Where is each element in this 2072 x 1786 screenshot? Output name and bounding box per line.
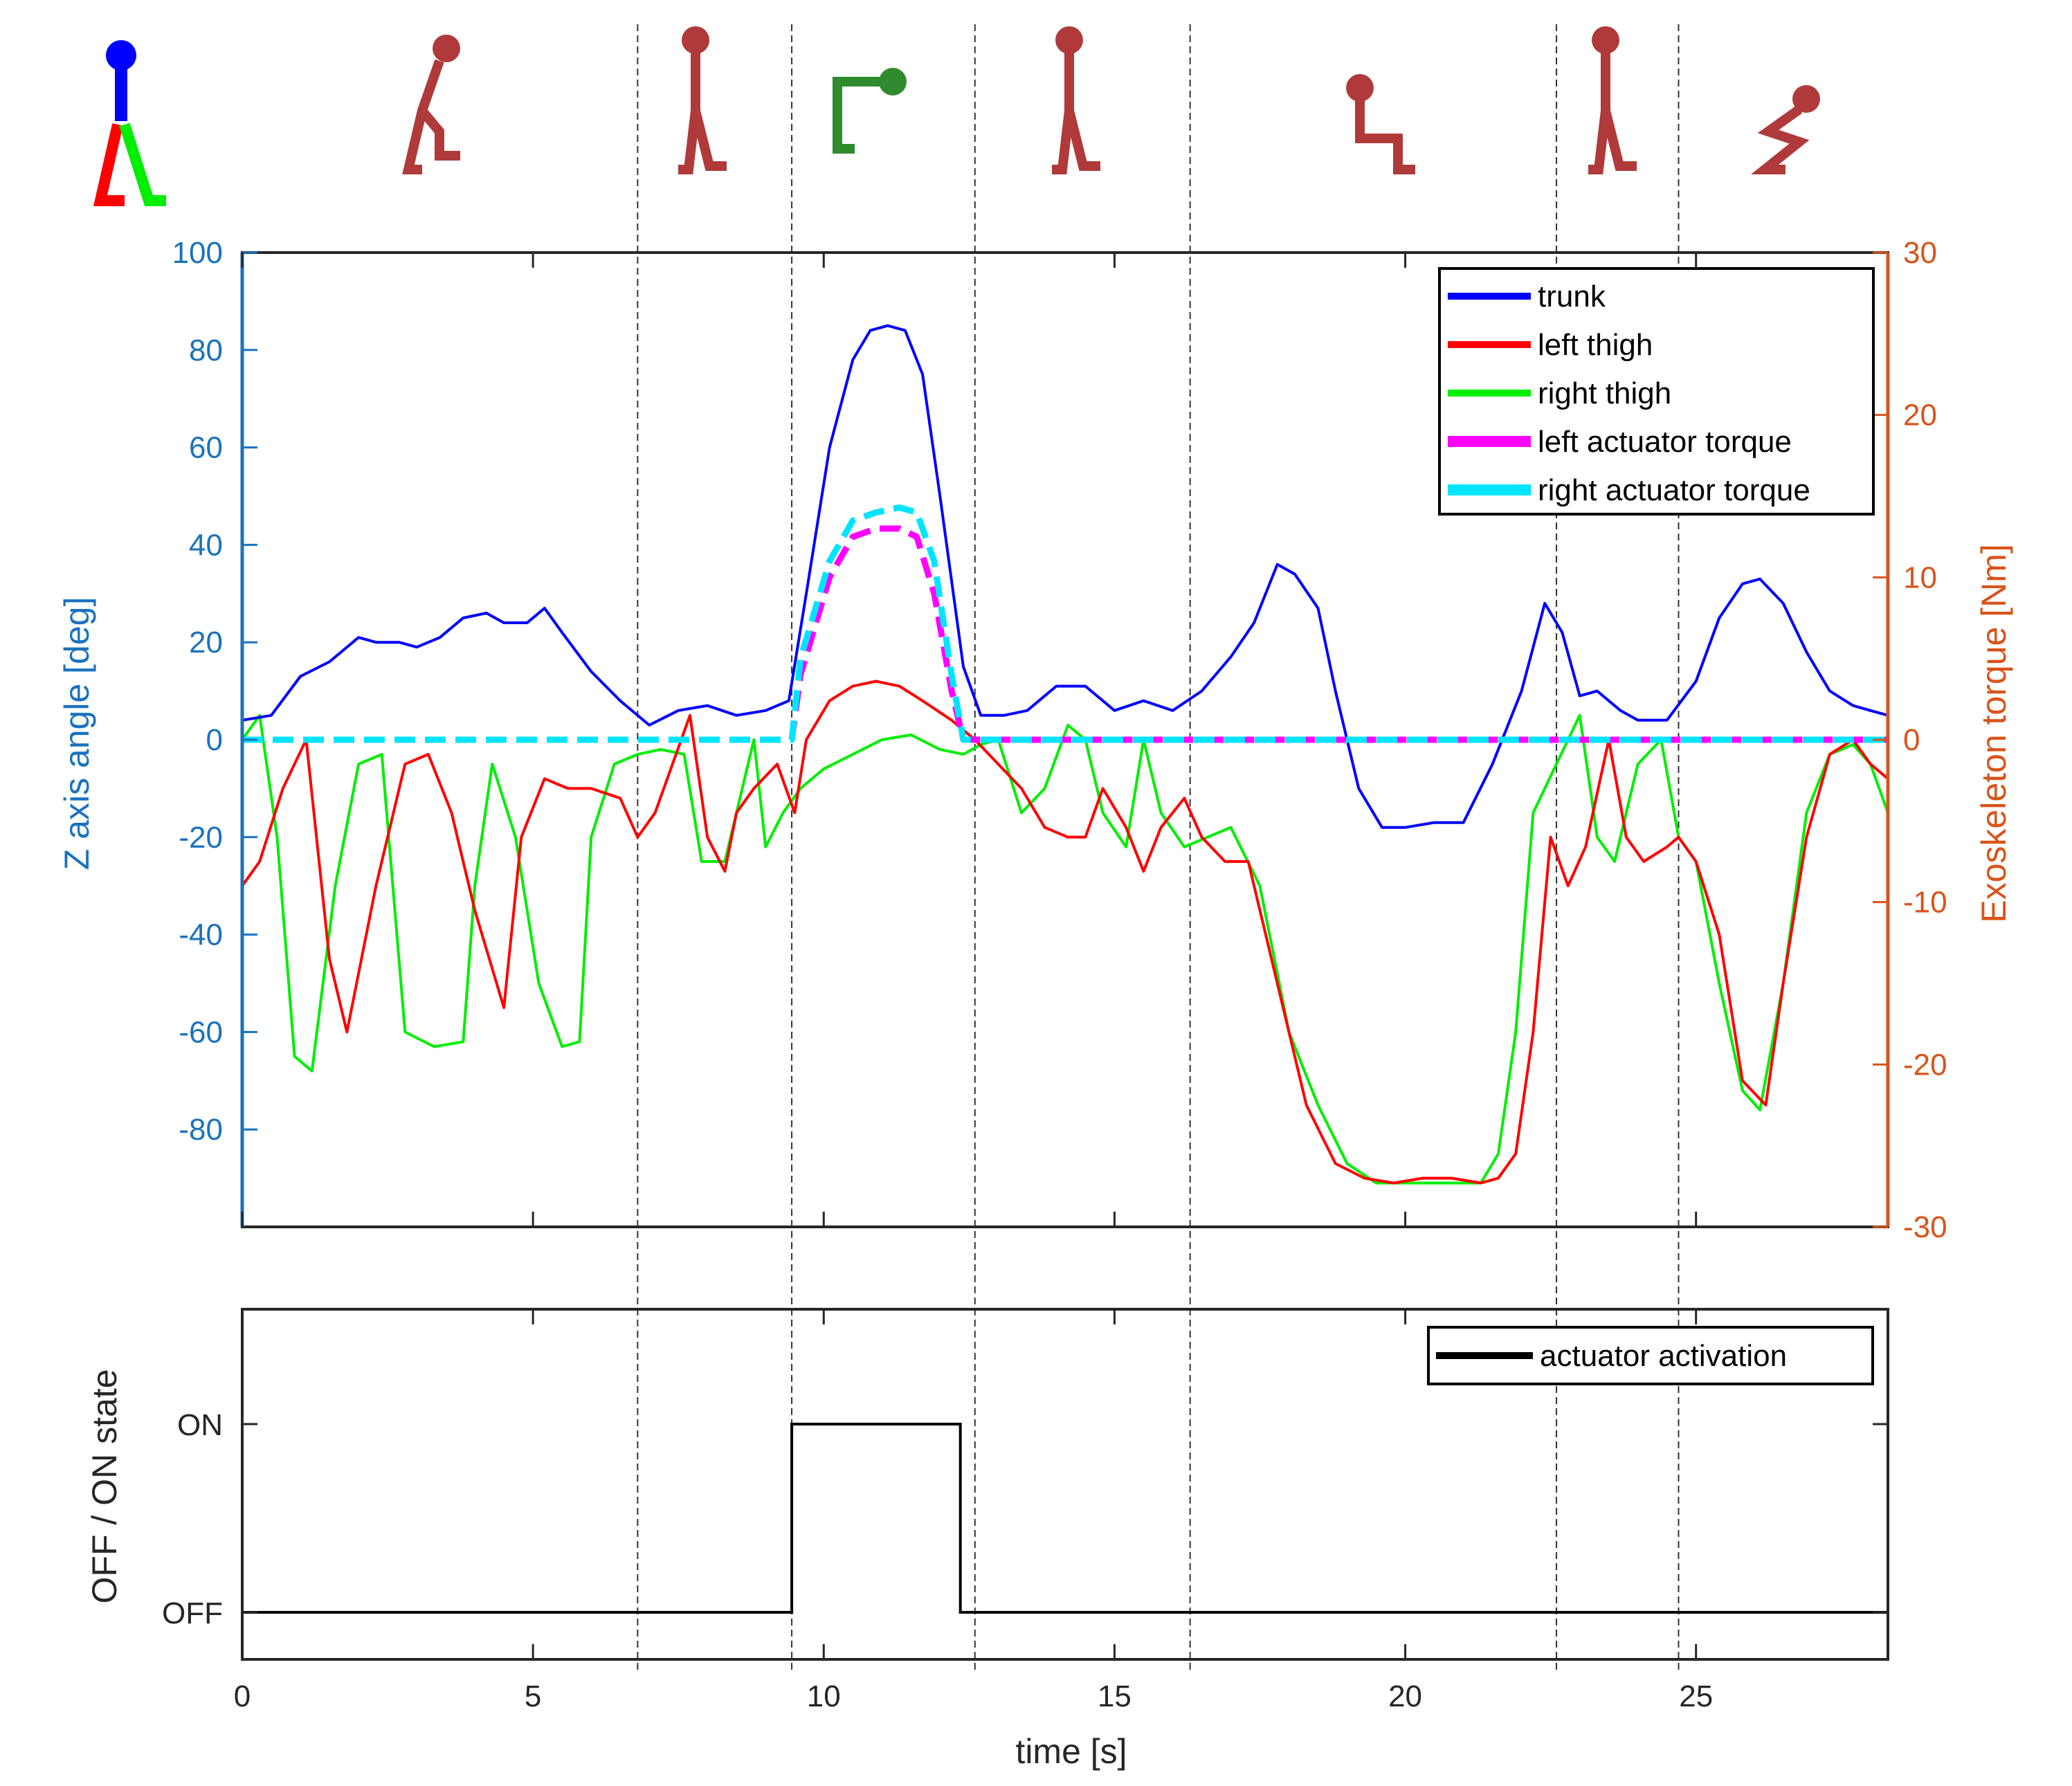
series-line-right-actuator-torque (242, 504, 1888, 743)
left-y-tick-label: -80 (179, 1113, 223, 1147)
legend-label-trunk: trunk (1538, 280, 1606, 313)
body-axis-right-leg (119, 122, 166, 206)
legend-label-activation: actuator activation (1540, 1339, 1787, 1373)
series-line-left-thigh (241, 680, 1889, 1185)
y-axis-title-right: Exoskeleton torque [Nm] (1974, 544, 2013, 923)
activation-axes: ON OFF 0 5 10 15 20 25 (162, 1308, 1889, 1713)
body-axes-icon (93, 40, 166, 206)
left-y-tick-label: 100 (172, 236, 223, 270)
y-axis-title-left: Z axis angle [deg] (57, 597, 96, 871)
figure-body (833, 77, 882, 154)
figure-head (433, 35, 460, 62)
right-y-tick-label: -20 (1903, 1048, 1947, 1082)
standing-icon (1052, 26, 1100, 174)
series-line-actuator-activation (242, 1423, 1888, 1614)
figure-body (402, 59, 444, 174)
figure-head (879, 68, 907, 95)
sitting-icon (1346, 74, 1415, 174)
x-tick-label: 15 (1098, 1679, 1132, 1713)
stand-to-sit-icon (1751, 85, 1820, 174)
sit-to-stand-icon (402, 35, 460, 174)
x-tick-label: 5 (525, 1679, 541, 1713)
figure-head (1055, 26, 1083, 54)
figure-legs (1588, 109, 1637, 174)
left-y-tick-label: 40 (189, 528, 223, 562)
phase-boundary-lines (637, 24, 1680, 1671)
angle-torque-series (241, 324, 1889, 1185)
bending-forward-icon (833, 68, 907, 154)
standing-icon (1588, 26, 1637, 174)
x-tick-label: 25 (1679, 1679, 1713, 1713)
x-tick-label: 0 (234, 1679, 251, 1713)
x-tick-label: 20 (1388, 1679, 1422, 1713)
x-axis-title: time [s] (1015, 1732, 1127, 1771)
right-y-tick-label: -30 (1903, 1210, 1947, 1244)
y-axis-title-activation: OFF / ON state (85, 1369, 124, 1604)
x-tick-label: 10 (807, 1679, 841, 1713)
left-y-tick-label: 80 (189, 334, 223, 367)
figure-legs (1052, 109, 1100, 174)
right-y-tick-label: 20 (1903, 399, 1937, 432)
left-y-tick-label: 60 (189, 431, 223, 465)
figure-head (1592, 26, 1619, 54)
legend-label-left-torque: left actuator torque (1538, 425, 1792, 459)
legend-label-right-thigh: right thigh (1538, 376, 1671, 410)
bottom-plot-frame (241, 1308, 1889, 1661)
figure-head (682, 26, 709, 54)
series-line-right-thigh (241, 713, 1889, 1185)
right-y-tick-label: 30 (1903, 236, 1937, 270)
legend-label-left-thigh: left thigh (1538, 328, 1653, 362)
activation-y-tick-label: OFF (162, 1596, 223, 1630)
figure-body (1751, 105, 1810, 174)
angle-torque-chart: 100806040200-20-40-60-803020100-10-20-30… (57, 236, 2013, 1244)
left-y-tick-label: -20 (179, 821, 223, 855)
body-axis-left-leg (93, 123, 125, 206)
figure-leg (418, 107, 460, 161)
series-line-left-actuator-torque (242, 525, 1888, 743)
right-y-tick-label: 10 (1903, 561, 1937, 594)
left-y-tick-label: -40 (179, 918, 223, 952)
body-axis-head (106, 40, 136, 71)
figure-head (1346, 74, 1374, 102)
figure-head (1792, 85, 1820, 113)
series-line-trunk (242, 324, 1889, 829)
standing-icon (678, 26, 727, 174)
figure-legs (678, 109, 727, 174)
activation-series (242, 1423, 1888, 1614)
right-y-tick-label: 0 (1903, 723, 1920, 757)
left-y-tick-label: -60 (179, 1015, 223, 1049)
left-y-tick-label: 20 (189, 626, 223, 659)
activation-y-tick-label: ON (177, 1408, 223, 1442)
figure-body (1355, 100, 1415, 174)
chart-legend: trunk left thigh right thigh left actuat… (1438, 267, 1875, 516)
left-y-tick-label: 0 (206, 723, 223, 757)
legend-label-right-torque: right actuator torque (1538, 473, 1810, 507)
posture-icons-row (93, 26, 1820, 206)
right-y-tick-label: -10 (1903, 886, 1947, 920)
activation-legend: actuator activation (1427, 1326, 1874, 1385)
